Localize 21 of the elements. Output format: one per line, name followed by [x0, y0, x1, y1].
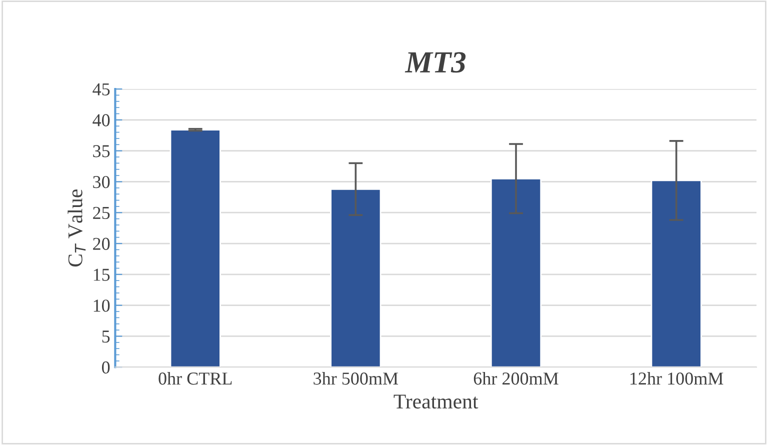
y-tick-label: 15: [94, 268, 110, 281]
chart-title: MT3: [404, 52, 466, 73]
x-tick-label: 3hr 500mM: [314, 372, 398, 385]
y-tick-label: 45: [92, 83, 110, 96]
x-tick-label: 12hr 100mM: [630, 372, 724, 385]
bar: [650, 180, 702, 368]
y-tick-label: 10: [94, 300, 110, 312]
y-tick-label: 30: [93, 176, 110, 188]
bar: [170, 129, 221, 368]
y-tick-label: 20: [93, 238, 110, 250]
x-tick-label: 0hr CTRL: [158, 372, 232, 385]
y-tick-label: 25: [93, 206, 110, 220]
x-axis-title: Treatment: [394, 394, 478, 409]
y-tick-label: 5: [102, 330, 110, 343]
y-tick-label: 0: [102, 361, 110, 374]
y-tick-label: 40: [92, 114, 110, 126]
y-axis-title: C$_{T}$ Value: [68, 190, 86, 266]
bar: [330, 188, 382, 368]
x-tick-label: 6hr 200mM: [474, 372, 558, 385]
y-tick-label: 35: [93, 145, 110, 158]
bar: [490, 178, 542, 368]
